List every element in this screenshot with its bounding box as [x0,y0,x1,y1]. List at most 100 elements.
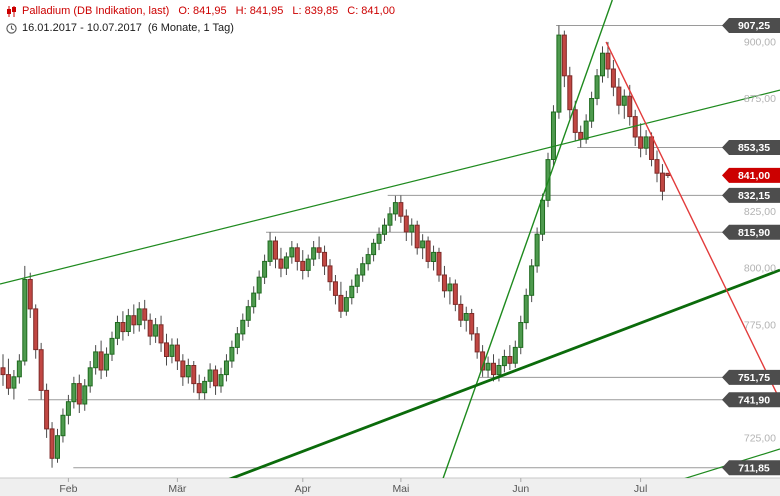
candle-up [71,383,77,403]
candle-down [278,258,284,269]
candle-up [583,120,589,140]
candle-up [109,337,115,355]
candle-up [256,276,262,294]
trend-line-steep-uptrend [442,0,613,478]
candle-down [436,251,442,276]
candle-down [0,367,6,376]
y-tick-label: 825,00 [744,206,776,218]
candle-up [496,365,502,376]
trend-line-major-support [228,268,780,478]
candle-down [38,349,44,391]
candle-down [638,136,644,149]
y-tick-label: 725,00 [744,432,776,444]
price-level-badge-shape [722,460,780,476]
candle-up [55,435,60,459]
candle-up [512,346,518,364]
candle-up [365,254,371,265]
candle-down [654,159,660,174]
candle-up [311,247,317,260]
y-tick-label: 775,00 [744,319,776,331]
price-level-badge: 907,25 [722,18,780,33]
candle-down [44,389,50,430]
candle-down [98,351,104,371]
month-label: Apr [295,483,312,495]
candle-down [332,281,338,296]
candle-down [425,240,431,262]
x-axis-strip [0,478,780,496]
price-level-badge-shape [722,392,780,408]
candle-down [180,360,186,378]
candle-down [610,68,616,88]
candle-down [327,265,333,283]
candle-up [289,247,295,258]
candle-down [27,279,33,310]
candle-up [82,385,88,405]
price-level-badge: 741,90 [722,392,780,408]
candle-down [414,224,420,249]
candle-up [556,34,562,113]
price-level-badge-shape [722,224,780,240]
y-axis: 900,00 875,00 825,00 800,00 775,00 725,00 [744,36,776,444]
candle-down [403,215,409,233]
candle-down [458,303,464,321]
price-level-badge-label: 815,90 [738,227,770,239]
candle-up [245,306,251,321]
price-level-badge-shape [722,369,780,385]
candle-up [534,233,540,267]
candle-up [114,322,120,339]
candle-down [191,365,197,385]
price-level-badge: 815,90 [722,224,780,240]
candle-down [273,240,278,260]
candle-up [22,279,28,362]
current-price-badge: 841,00 [722,167,780,183]
candle-up [376,233,382,244]
price-level-badge-shape [722,18,780,33]
price-level-badge-shape [722,187,780,203]
candle-down [5,374,11,389]
candle-up [65,401,71,416]
candle-down [49,428,55,459]
candle-up [594,75,600,99]
x-axis: Feb Mär Apr Mai Jun Jul [0,477,780,496]
month-label: Feb [59,483,77,495]
price-level-badge-label: 853,35 [738,142,770,154]
candle-down [469,313,475,335]
candle-up [431,251,437,262]
candle-up [485,362,491,371]
price-level-badge-label: 907,25 [738,20,770,32]
candle-up [501,356,507,367]
candle-down [605,52,611,70]
y-tick-label: 875,00 [744,93,776,105]
level-lines [28,25,780,469]
candle-up [643,136,649,149]
candle-up [392,202,398,215]
candle-up [16,360,22,378]
candle-down [196,383,202,394]
candle-down [491,362,496,376]
candle-up [382,224,387,235]
price-level-badge-label: 741,90 [738,394,770,406]
candle-up [234,333,240,348]
candle-down [398,202,404,217]
candle-down [316,247,322,253]
candle-down [174,344,180,362]
price-level-badge-shape [722,140,780,155]
candle-up [104,353,110,371]
candle-down [507,356,513,364]
candle-down [474,333,480,353]
candle-down [158,324,164,344]
candle-down [578,131,584,140]
candle-up [11,376,17,389]
candle-down [649,136,655,160]
price-level-badge-label: 751,75 [738,372,770,384]
candle-up [360,263,366,276]
candle-up [518,322,524,348]
trend-line-channel-upper [0,89,780,285]
candle-down [441,274,447,292]
candle-up [529,265,535,296]
candle-up [240,319,246,335]
candle-down [452,283,458,305]
